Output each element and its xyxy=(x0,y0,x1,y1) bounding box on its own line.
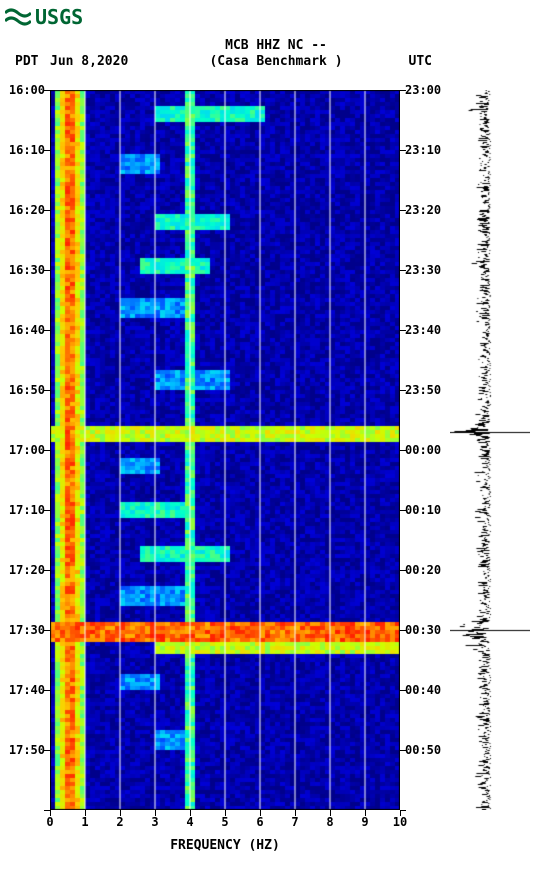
ytick-left: 17:50 xyxy=(0,743,45,757)
xtick: 9 xyxy=(361,815,368,829)
xtick: 6 xyxy=(256,815,263,829)
ytick-right: 00:50 xyxy=(405,743,441,757)
xtick-mark xyxy=(295,810,296,816)
ytick-mark-left xyxy=(44,750,50,751)
spectrogram-plot: 16:0016:1016:2016:3016:4016:5017:0017:10… xyxy=(50,90,400,810)
ytick-mark-right xyxy=(400,90,406,91)
wave-icon xyxy=(5,7,31,27)
ytick-mark-right xyxy=(400,210,406,211)
ytick-mark-right xyxy=(400,270,406,271)
ytick-left: 16:00 xyxy=(0,83,45,97)
ytick-mark-left xyxy=(44,270,50,271)
xtick-mark xyxy=(190,810,191,816)
xtick-mark xyxy=(85,810,86,816)
ytick-mark-left xyxy=(44,210,50,211)
xtick-mark xyxy=(155,810,156,816)
xtick-mark xyxy=(120,810,121,816)
ytick-left: 17:40 xyxy=(0,683,45,697)
xtick-mark xyxy=(260,810,261,816)
ytick-mark-left xyxy=(44,330,50,331)
ytick-right: 23:40 xyxy=(405,323,441,337)
ytick-mark-left xyxy=(44,90,50,91)
ytick-right: 00:10 xyxy=(405,503,441,517)
xtick: 5 xyxy=(221,815,228,829)
ytick-mark-right xyxy=(400,810,406,811)
xtick-mark xyxy=(365,810,366,816)
ytick-mark-right xyxy=(400,450,406,451)
ytick-mark-right xyxy=(400,390,406,391)
xtick: 2 xyxy=(116,815,123,829)
ytick-right: 23:20 xyxy=(405,203,441,217)
station-label: (Casa Benchmark ) xyxy=(0,54,552,69)
ytick-mark-right xyxy=(400,690,406,691)
xtick-mark xyxy=(50,810,51,816)
ytick-right: 23:10 xyxy=(405,143,441,157)
ytick-left: 17:10 xyxy=(0,503,45,517)
ytick-mark-right xyxy=(400,330,406,331)
ytick-mark-left xyxy=(44,630,50,631)
ytick-mark-left xyxy=(44,150,50,151)
xtick-mark xyxy=(225,810,226,816)
usgs-logo: USGS xyxy=(5,5,83,29)
xtick: 7 xyxy=(291,815,298,829)
ytick-mark-left xyxy=(44,390,50,391)
xtick: 3 xyxy=(151,815,158,829)
tz-right: UTC xyxy=(409,54,432,69)
xtick: 10 xyxy=(393,815,407,829)
ytick-left: 16:10 xyxy=(0,143,45,157)
xtick: 4 xyxy=(186,815,193,829)
ytick-mark-left xyxy=(44,690,50,691)
ytick-mark-right xyxy=(400,570,406,571)
spectrogram-canvas xyxy=(50,90,400,810)
chart-title: MCB HHZ NC -- xyxy=(0,38,552,53)
ytick-right: 00:00 xyxy=(405,443,441,457)
xtick: 0 xyxy=(46,815,53,829)
ytick-mark-right xyxy=(400,150,406,151)
ytick-mark-left xyxy=(44,810,50,811)
xtick: 8 xyxy=(326,815,333,829)
logo-text: USGS xyxy=(35,5,83,29)
ytick-left: 16:30 xyxy=(0,263,45,277)
ytick-left: 16:20 xyxy=(0,203,45,217)
ytick-left: 16:40 xyxy=(0,323,45,337)
ytick-left: 17:30 xyxy=(0,623,45,637)
ytick-mark-left xyxy=(44,510,50,511)
ytick-right: 00:30 xyxy=(405,623,441,637)
ytick-mark-right xyxy=(400,510,406,511)
ytick-left: 16:50 xyxy=(0,383,45,397)
ytick-mark-left xyxy=(44,570,50,571)
x-axis-label: FREQUENCY (HZ) xyxy=(50,838,400,853)
ytick-mark-left xyxy=(44,450,50,451)
ytick-right: 00:20 xyxy=(405,563,441,577)
ytick-right: 23:50 xyxy=(405,383,441,397)
xtick: 1 xyxy=(81,815,88,829)
xtick-mark xyxy=(330,810,331,816)
ytick-mark-right xyxy=(400,630,406,631)
ytick-left: 17:00 xyxy=(0,443,45,457)
waveform-canvas xyxy=(450,90,530,810)
ytick-right: 23:00 xyxy=(405,83,441,97)
ytick-right: 23:30 xyxy=(405,263,441,277)
ytick-left: 17:20 xyxy=(0,563,45,577)
ytick-mark-right xyxy=(400,750,406,751)
ytick-right: 00:40 xyxy=(405,683,441,697)
